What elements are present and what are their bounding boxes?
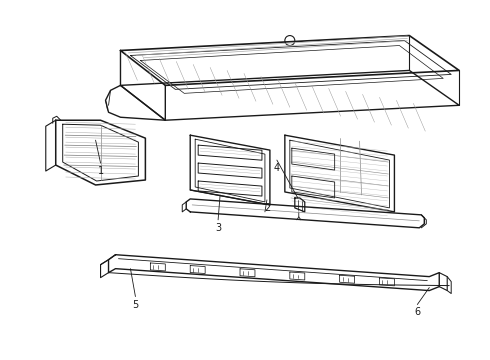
Text: 6: 6 bbox=[414, 307, 420, 318]
Text: 3: 3 bbox=[215, 223, 221, 233]
Text: 4: 4 bbox=[274, 163, 280, 173]
Text: 2: 2 bbox=[264, 203, 270, 213]
Text: 5: 5 bbox=[132, 300, 139, 310]
Text: 1: 1 bbox=[98, 166, 103, 176]
